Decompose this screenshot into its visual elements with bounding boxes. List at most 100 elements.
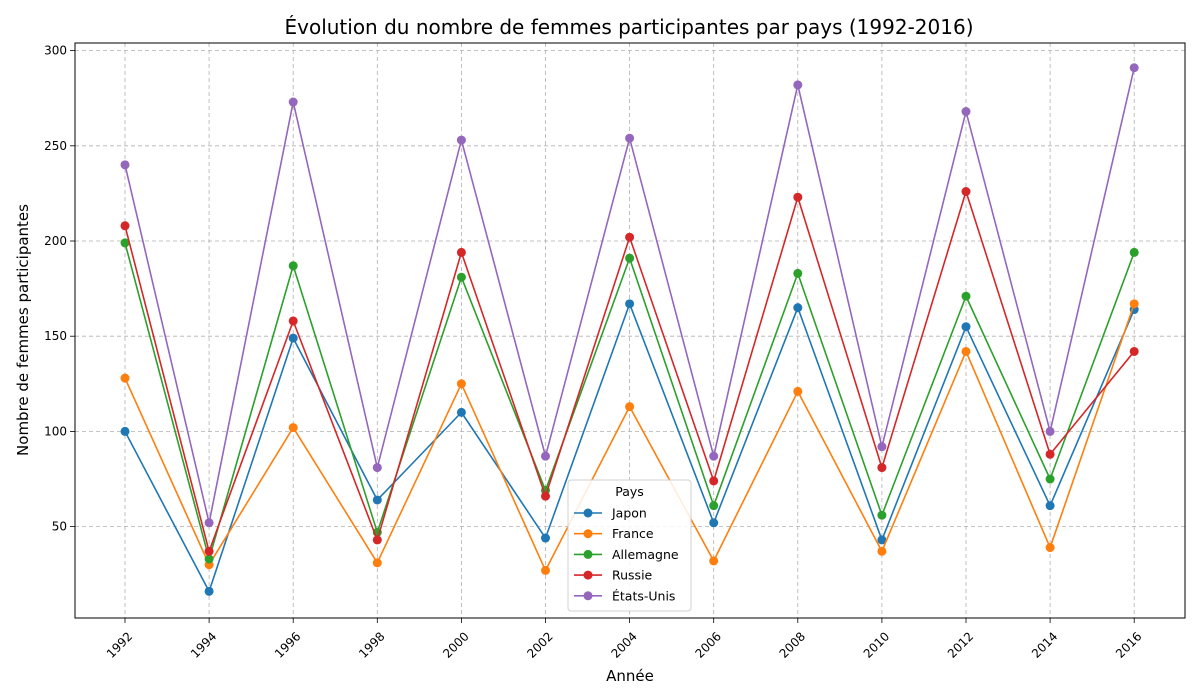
- data-point: [961, 291, 971, 301]
- x-tick-label: 2008: [777, 629, 808, 660]
- data-point: [1045, 501, 1055, 511]
- data-point: [120, 160, 130, 170]
- data-point: [1045, 543, 1055, 553]
- chart-title: Évolution du nombre de femmes participan…: [284, 15, 973, 39]
- data-point: [204, 518, 214, 528]
- data-point: [793, 192, 803, 202]
- legend: Pays Japon France Allemagne Russie États-Unis: [567, 479, 692, 612]
- data-point: [625, 253, 635, 263]
- x-tick-label: 2006: [693, 629, 724, 660]
- data-point: [1129, 247, 1139, 257]
- data-point: [793, 386, 803, 396]
- data-point: [877, 546, 887, 556]
- x-tick-label: 2004: [608, 629, 639, 660]
- data-point: [709, 501, 719, 511]
- data-point: [204, 586, 214, 596]
- x-tick-label: 1998: [356, 629, 387, 660]
- data-point: [793, 268, 803, 278]
- data-point: [961, 322, 971, 332]
- legend-item: Russie: [574, 568, 653, 583]
- y-tick-label: 300: [44, 44, 67, 58]
- data-point: [120, 221, 130, 231]
- data-point: [1045, 426, 1055, 436]
- legend-label: Japon: [611, 506, 647, 521]
- y-tick-label: 50: [52, 520, 67, 534]
- data-point: [793, 303, 803, 313]
- data-point: [877, 510, 887, 520]
- data-point: [1129, 63, 1139, 73]
- x-tick-label: 2016: [1113, 629, 1144, 660]
- x-tick-label: 2012: [945, 629, 976, 660]
- data-point: [877, 442, 887, 452]
- legend-label: États-Unis: [612, 588, 675, 603]
- legend-label: Allemagne: [612, 547, 679, 562]
- data-point: [456, 135, 466, 145]
- data-point: [204, 546, 214, 556]
- legend-title: Pays: [615, 484, 644, 499]
- data-point: [709, 451, 719, 461]
- data-point: [288, 316, 298, 326]
- data-point: [1129, 346, 1139, 356]
- x-tick-label: 2010: [861, 629, 892, 660]
- series-layer: [120, 63, 1139, 596]
- series-4: [120, 63, 1139, 528]
- data-point: [120, 426, 130, 436]
- data-point: [541, 533, 550, 543]
- y-tick-label: 100: [44, 424, 67, 438]
- data-point: [456, 247, 466, 257]
- legend-swatch-marker: [583, 529, 593, 539]
- legend-swatch-marker: [583, 508, 593, 518]
- data-point: [961, 346, 971, 356]
- data-point: [456, 407, 466, 417]
- data-point: [1045, 474, 1055, 484]
- y-axis-title: Nombre de femmes participantes: [14, 204, 32, 456]
- plot-frame: [74, 42, 1186, 619]
- data-point: [625, 133, 635, 143]
- data-point: [541, 565, 550, 575]
- x-tick-label: 1994: [188, 629, 219, 660]
- x-tick-label: 1992: [104, 629, 135, 660]
- data-point: [288, 261, 298, 271]
- data-point: [625, 232, 635, 242]
- x-tick-label: 1996: [272, 629, 303, 660]
- data-point: [372, 535, 382, 545]
- data-point: [709, 518, 719, 528]
- data-point: [372, 463, 382, 473]
- y-tick-label: 200: [44, 234, 67, 248]
- data-point: [120, 373, 130, 383]
- legend-swatch-marker: [583, 570, 593, 580]
- legend-label: France: [612, 526, 654, 541]
- data-point: [288, 333, 298, 343]
- data-point: [288, 423, 298, 433]
- legend-item: Japon: [574, 506, 647, 521]
- x-tick-label: 2014: [1029, 629, 1060, 660]
- data-point: [541, 451, 550, 461]
- data-point: [120, 238, 130, 248]
- x-tick-label: 2002: [524, 629, 555, 660]
- legend-swatch-marker: [583, 549, 593, 559]
- legend-item: États-Unis: [574, 588, 675, 603]
- data-point: [793, 80, 803, 90]
- data-point: [877, 463, 887, 473]
- y-tick-label: 150: [44, 329, 67, 343]
- data-point: [961, 107, 971, 117]
- data-point: [372, 558, 382, 568]
- data-point: [456, 272, 466, 282]
- data-point: [456, 379, 466, 389]
- data-point: [709, 556, 719, 566]
- series-0: [120, 299, 1139, 596]
- data-point: [288, 97, 298, 107]
- legend-item: Allemagne: [574, 547, 679, 562]
- x-tick-label: 2000: [440, 629, 471, 660]
- data-point: [709, 476, 719, 486]
- data-point: [961, 187, 971, 197]
- data-point: [625, 299, 635, 309]
- data-point: [1129, 299, 1139, 309]
- data-point: [877, 535, 887, 545]
- x-axis-title: Année: [606, 667, 654, 685]
- data-point: [541, 491, 550, 501]
- data-point: [372, 495, 382, 505]
- series-3: [120, 187, 1139, 556]
- y-tick-label: 250: [44, 139, 67, 153]
